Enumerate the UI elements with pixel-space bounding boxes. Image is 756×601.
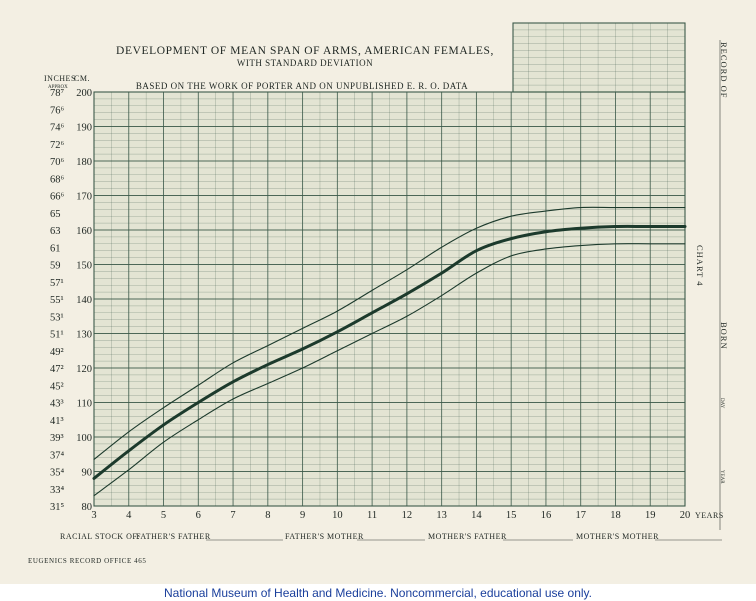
growth-chart: DEVELOPMENT OF MEAN SPAN OF ARMS, AMERIC… (28, 22, 729, 565)
inch-tick-label: 74⁶ (50, 123, 65, 134)
inch-tick-label: 43³ (50, 399, 64, 410)
racial-stock-label: RACIAL STOCK OF: (60, 532, 140, 541)
inch-tick-label: 45² (50, 381, 64, 392)
cm-tick-label: 120 (76, 364, 92, 375)
cm-tick-label: 110 (77, 399, 92, 410)
upper-sd-line (93, 206, 686, 460)
x-tick-label: 15 (506, 510, 517, 521)
inch-tick-label: 49² (50, 347, 64, 358)
inch-tick-label: 66⁶ (50, 192, 65, 203)
side-year: YEAR (719, 470, 724, 484)
side-record-of: RECORD OF (719, 42, 729, 98)
x-tick-label: 6 (196, 510, 201, 521)
x-tick-label: 13 (436, 510, 447, 521)
x-tick-label: 8 (265, 510, 270, 521)
inch-tick-label: 41³ (50, 416, 64, 427)
x-tick-label: 10 (332, 510, 343, 521)
footer-racial-stock: RACIAL STOCK OF: FATHER'S FATHER FATHER'… (60, 532, 722, 541)
cm-tick-label: 140 (76, 295, 92, 306)
x-tick-label: 14 (471, 510, 482, 521)
mean-line (92, 224, 687, 480)
side-day: DAY (719, 398, 724, 409)
inch-tick-label: 47² (50, 364, 64, 375)
inch-tick-label: 33⁴ (50, 485, 65, 496)
inch-tick-label: 59 (50, 261, 61, 272)
inch-tick-label: 53¹ (50, 312, 64, 323)
inch-tick-label: 61 (50, 243, 61, 254)
y-label-inches: INCHES (44, 74, 76, 83)
x-tick-label: 17 (575, 510, 586, 521)
cm-tick-label: 80 (82, 502, 93, 513)
x-tick-label: 11 (367, 510, 377, 521)
inch-tick-label: 57¹ (50, 278, 64, 289)
x-label-years: YEARS (695, 511, 724, 520)
inch-tick-label: 70⁶ (50, 157, 65, 168)
x-tick-label: 18 (610, 510, 621, 521)
cm-tick-label: 130 (76, 330, 92, 341)
side-born: BORN (719, 322, 729, 350)
chart-subtitle: WITH STANDARD DEVIATION (237, 58, 373, 68)
inch-tick-label: 65 (50, 209, 61, 220)
x-tick-label: 5 (161, 510, 166, 521)
field-fathers-father: FATHER'S FATHER (136, 532, 211, 541)
cm-tick-label: 180 (76, 157, 92, 168)
inch-tick-label: 31⁵ (50, 502, 65, 513)
cm-tick-label: 90 (82, 468, 93, 479)
cm-tick-label: 190 (76, 123, 92, 134)
x-tick-label: 16 (541, 510, 552, 521)
x-tick-label: 3 (91, 510, 96, 521)
field-mothers-mother: MOTHER'S MOTHER (576, 532, 659, 541)
chart-title: DEVELOPMENT OF MEAN SPAN OF ARMS, AMERIC… (116, 45, 494, 57)
cm-tick-label: 170 (76, 192, 92, 203)
cm-tick-label: 100 (76, 433, 92, 444)
lower-sd-line (93, 243, 686, 497)
inch-tick-label: 55¹ (50, 295, 64, 306)
x-tick-label: 9 (300, 510, 305, 521)
x-tick-label: 7 (230, 510, 235, 521)
office-label: EUGENICS RECORD OFFICE 465 (28, 557, 146, 565)
inch-tick-label: 63 (50, 226, 61, 237)
axis-tick-labels: 3 4 5 6 7 8 9 10 11 12 13 14 15 16 17 18 19 20 80 90 100 110 1… (50, 88, 690, 521)
x-tick-label: 19 (645, 510, 656, 521)
inch-tick-label: 78⁷ (50, 88, 65, 99)
inch-tick-label: 51¹ (50, 330, 64, 341)
y-label-approx: APPROX (48, 85, 68, 90)
cm-tick-label: 160 (76, 226, 92, 237)
inch-tick-label: 39³ (50, 433, 64, 444)
grid-lines (93, 22, 686, 507)
inch-tick-label: 35⁴ (50, 468, 65, 479)
field-fathers-mother: FATHER'S MOTHER (285, 532, 364, 541)
cm-tick-label: 150 (76, 261, 92, 272)
chart-note: BASED ON THE WORK OF PORTER AND ON UNPUB… (136, 81, 468, 91)
side-chart-label: CHART 4 (695, 245, 705, 287)
x-tick-label: 4 (126, 510, 132, 521)
image-credit: National Museum of Health and Medicine. … (164, 586, 592, 600)
x-tick-label: 20 (680, 510, 691, 521)
inch-tick-label: 68⁶ (50, 174, 65, 185)
cm-tick-label: 200 (76, 88, 92, 99)
y-label-cm: CM. (74, 74, 90, 83)
field-mothers-father: MOTHER'S FATHER (428, 532, 507, 541)
inch-tick-label: 37⁴ (50, 450, 65, 461)
x-tick-label: 12 (402, 510, 413, 521)
inch-tick-label: 72⁶ (50, 140, 65, 151)
data-series (92, 206, 687, 497)
inch-tick-label: 76⁶ (50, 105, 65, 116)
